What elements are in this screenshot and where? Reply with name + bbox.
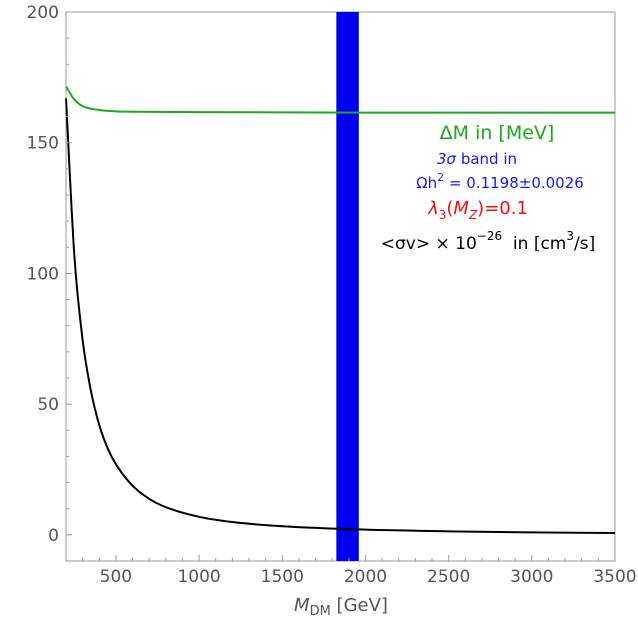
delta-m-curve (65, 85, 615, 114)
x-tick-label: 2500 (427, 567, 470, 587)
lambda-label: λ3(MZ)=0.1 (427, 198, 528, 222)
band-label-line1: 3σ band in (437, 150, 517, 168)
y-tick-label: 100 (27, 264, 59, 284)
y-tick-label: 200 (27, 3, 59, 23)
sigma-v-curve (65, 98, 616, 535)
x-tick-label: 500 (100, 567, 132, 587)
x-tick-label: 2000 (344, 567, 387, 587)
x-tick-label: 1000 (177, 567, 220, 587)
relic-density-band (336, 12, 359, 561)
delta-m-label: ΔM in [MeV] (440, 122, 555, 144)
band-label-line2: Ωh2 = 0.1198±0.0026 (416, 171, 584, 192)
x-tick-label: 1500 (261, 567, 304, 587)
x-axis-label: MDM [GeV] (294, 595, 388, 618)
sigma-v-label: <σv> × 10−26 in [cm3/s] (381, 229, 595, 254)
x-tick-label: 3000 (510, 567, 553, 587)
y-tick-label: 0 (48, 526, 59, 546)
x-tick-label: 3500 (593, 567, 636, 587)
y-tick-label: 50 (37, 395, 59, 415)
y-tick-label: 150 (27, 134, 59, 154)
